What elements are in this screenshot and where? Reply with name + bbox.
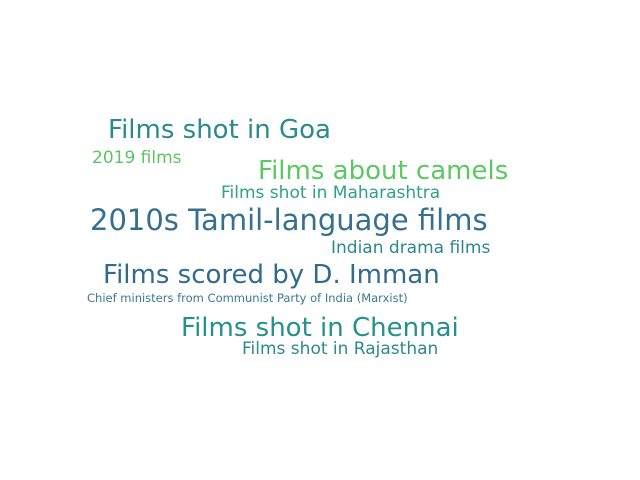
word-indian-drama-films: Indian drama films bbox=[331, 238, 491, 258]
word-films-shot-in-maharashtra: Films shot in Maharashtra bbox=[221, 183, 441, 203]
word-2010s-tamil-language-films: 2010s Tamil-language films bbox=[90, 203, 488, 237]
word-chief-ministers-cpim: Chief ministers from Communist Party of … bbox=[87, 291, 408, 305]
word-films-scored-by-d-imman: Films scored by D. Imman bbox=[103, 260, 440, 290]
word-films-shot-in-rajasthan: Films shot in Rajasthan bbox=[242, 339, 439, 359]
word-films-about-camels: Films about camels bbox=[258, 156, 509, 186]
word-films-shot-in-goa: Films shot in Goa bbox=[108, 115, 331, 145]
word-2019-films: 2019 films bbox=[92, 148, 182, 168]
word-films-shot-in-chennai: Films shot in Chennai bbox=[181, 313, 459, 343]
